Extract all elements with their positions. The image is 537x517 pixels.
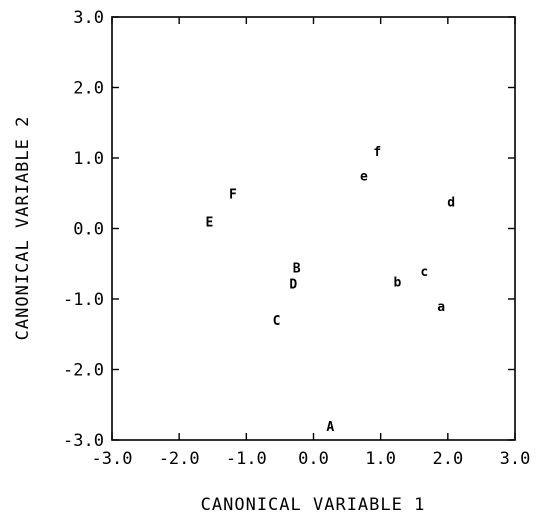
point-label-B: B — [293, 261, 301, 276]
plot-frame — [111, 16, 516, 441]
y-tick-label: 1.0 — [73, 149, 104, 169]
y-tick-label: 3.0 — [73, 8, 104, 28]
axis-ticks — [111, 16, 516, 441]
x-tick-label: 3.0 — [500, 449, 531, 469]
point-label-c: c — [420, 265, 428, 280]
point-label-E: E — [205, 215, 213, 230]
x-axis-title: CANONICAL VARIABLE 1 — [201, 495, 426, 515]
point-label-a: a — [437, 300, 445, 315]
y-tick-label: -1.0 — [63, 290, 104, 310]
data-points: A B C D E Fa b c d ef — [205, 145, 455, 435]
y-tick-label: 2.0 — [73, 79, 104, 99]
x-tick-label: -1.0 — [226, 449, 267, 469]
x-tick-labels: -3.0 -2.0 -1.0 0.0 1.0 2.0 3.0 — [92, 449, 531, 469]
point-label-F: F — [229, 187, 237, 202]
y-tick-label: -2.0 — [63, 361, 104, 381]
x-tick-label: -3.0 — [92, 449, 133, 469]
x-tick-label: 1.0 — [365, 449, 396, 469]
y-axis-title: CANONICAL VARIABLE 2 — [13, 116, 33, 341]
x-tick-label: -2.0 — [159, 449, 200, 469]
y-tick-label: -3.0 — [63, 431, 104, 451]
y-tick-labels: -3.0 -2.0 -1.0 0.0 1.0 2.0 3.0 — [63, 8, 104, 451]
point-label-e: e — [360, 170, 368, 185]
point-label-f: f — [373, 145, 381, 160]
x-tick-label: 2.0 — [432, 449, 463, 469]
x-tick-label: 0.0 — [298, 449, 329, 469]
point-label-C: C — [273, 314, 281, 329]
point-label-b: b — [394, 275, 402, 290]
point-label-A: A — [326, 420, 334, 435]
y-tick-label: 0.0 — [73, 220, 104, 240]
point-label-d: d — [447, 196, 455, 211]
point-label-D: D — [289, 277, 297, 292]
